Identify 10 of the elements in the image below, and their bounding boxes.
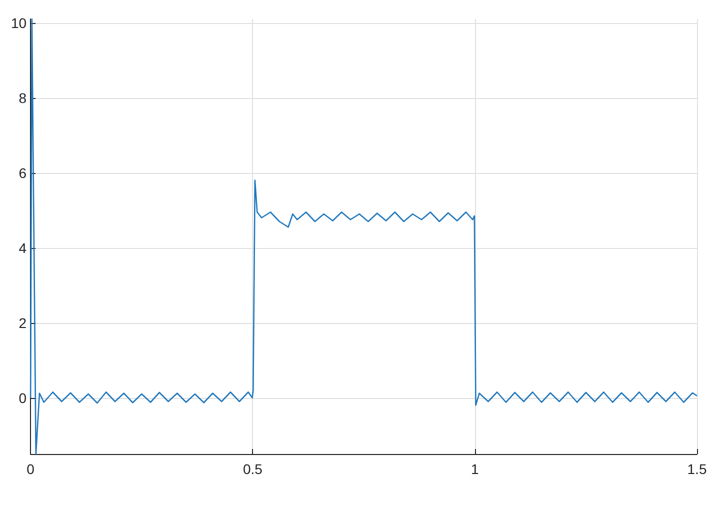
y-tick-label: 10	[10, 14, 27, 31]
y-tick-label: 4	[18, 240, 27, 256]
x-tick-label: 1	[470, 461, 479, 477]
line-series	[30, 18, 698, 455]
y-tick-label: 2	[18, 314, 27, 331]
y-tick-label: 8	[18, 90, 27, 106]
y-tick-label: 0	[18, 390, 27, 406]
y-tick-label: 6	[18, 164, 27, 181]
x-tick-label: 1.5	[687, 461, 707, 477]
x-tick-label: 0.5	[242, 461, 263, 477]
